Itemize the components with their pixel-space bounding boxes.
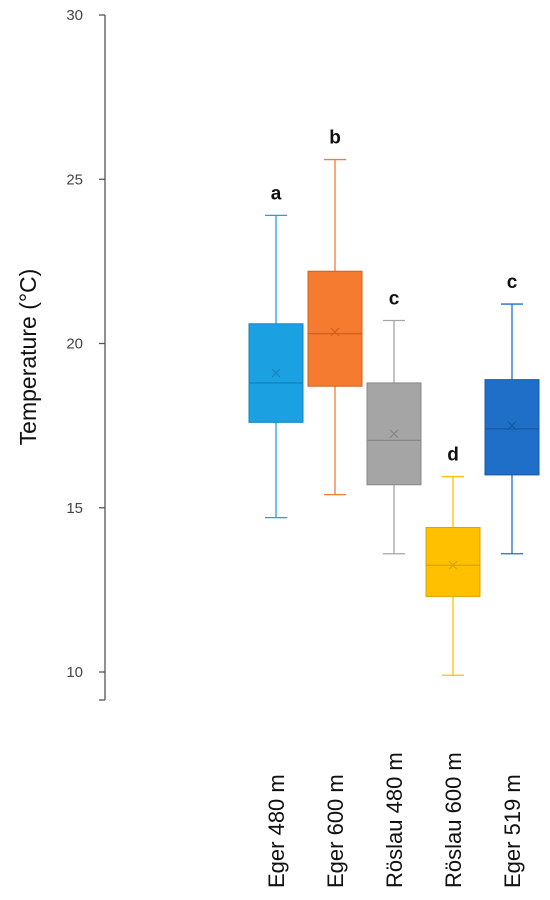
- boxes: a b c d c: [248, 128, 540, 676]
- significance-letter: b: [329, 128, 341, 149]
- category-labels: Eger 480 m Eger 600 m Röslau 480 m Röslau 6…: [264, 752, 525, 888]
- y-tick-label: 30: [66, 7, 83, 24]
- y-tick-label: 20: [66, 336, 83, 353]
- mean-marker: [507, 421, 517, 431]
- iqr-box: [484, 379, 540, 476]
- significance-letter: a: [271, 183, 282, 204]
- significance-letter: c: [389, 289, 400, 310]
- iqr-box: [425, 526, 481, 597]
- y-axis-title: Temperature (°C): [15, 269, 41, 446]
- mean-marker: [330, 327, 340, 337]
- category-label: Eger 600 m: [323, 774, 348, 888]
- category-label: Eger 519 m: [500, 774, 525, 888]
- significance-letter: c: [507, 272, 518, 293]
- box-2: b: [307, 128, 363, 496]
- y-tick-label: 25: [66, 171, 83, 188]
- significance-letter: d: [447, 445, 459, 466]
- mean-marker: [448, 560, 458, 570]
- category-label: Eger 480 m: [264, 774, 289, 888]
- box-1: a: [248, 183, 304, 519]
- category-label: Röslau 480 m: [382, 752, 407, 888]
- box-5: c: [484, 272, 540, 555]
- category-label: Röslau 600 m: [441, 752, 466, 888]
- y-tick-label: 10: [66, 664, 83, 681]
- iqr-box: [307, 270, 363, 387]
- y-axis: 10 15 20 25 30: [66, 7, 106, 701]
- mean-marker: [389, 429, 399, 439]
- y-tick-label: 15: [66, 500, 83, 517]
- mean-marker: [271, 368, 281, 378]
- box-4: d: [425, 445, 481, 676]
- box-3: c: [366, 289, 422, 555]
